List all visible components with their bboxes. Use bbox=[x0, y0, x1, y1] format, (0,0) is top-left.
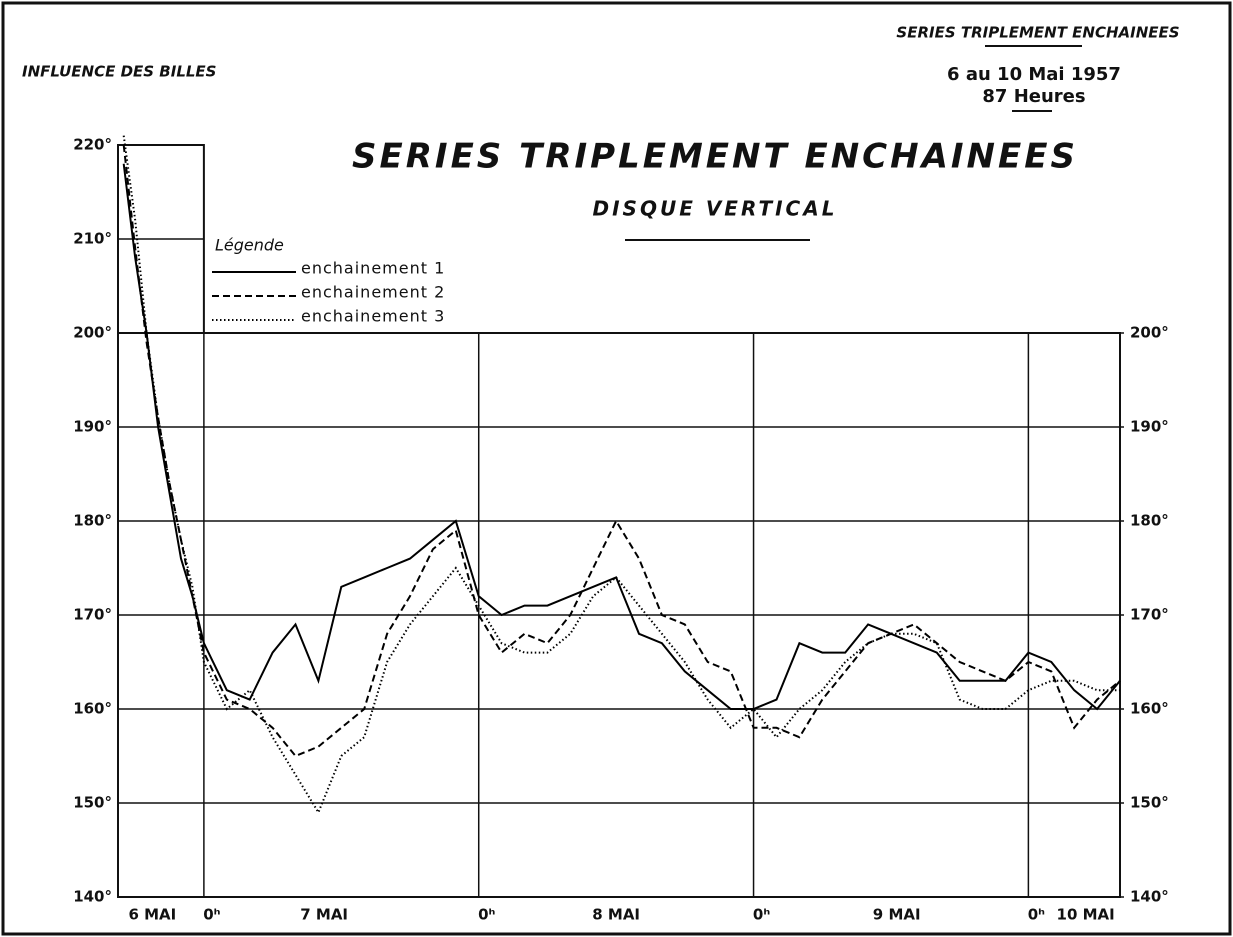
x-tick-label: 0ʰ bbox=[753, 906, 770, 924]
y2-tick-label: 150° bbox=[1130, 794, 1169, 812]
day-label: 10 MAI bbox=[1057, 906, 1115, 924]
day-label: 9 MAI bbox=[873, 906, 921, 924]
header-left: INFLUENCE DES BILLES bbox=[22, 63, 216, 81]
day-label: 7 MAI bbox=[300, 906, 348, 924]
y-tick-label: 220° bbox=[73, 136, 112, 154]
header-right-title: SERIES TRIPLEMENT ENCHAINEES bbox=[896, 24, 1179, 42]
legend-label: enchainement 1 bbox=[301, 259, 445, 278]
y-tick-label: 180° bbox=[73, 512, 112, 530]
x-tick-label: 0ʰ bbox=[1028, 906, 1045, 924]
y2-tick-label: 160° bbox=[1130, 700, 1169, 718]
x-tick-label: 0ʰ bbox=[203, 906, 220, 924]
y-tick-label: 150° bbox=[73, 794, 112, 812]
day-label: 6 MAI bbox=[128, 906, 176, 924]
y2-tick-label: 200° bbox=[1130, 324, 1169, 342]
y2-tick-label: 180° bbox=[1130, 512, 1169, 530]
header-right-duration: 87 Heures bbox=[982, 86, 1085, 107]
y-tick-label: 200° bbox=[73, 324, 112, 342]
x-tick-label: 0ʰ bbox=[478, 906, 495, 924]
chart-title: SERIES TRIPLEMENT ENCHAINEES bbox=[352, 137, 1078, 177]
header-right-date: 6 au 10 Mai 1957 bbox=[947, 64, 1121, 85]
y-tick-label: 140° bbox=[73, 888, 112, 906]
legend-label: enchainement 3 bbox=[301, 307, 445, 326]
chart-subtitle: DISQUE VERTICAL bbox=[593, 197, 838, 221]
series-line bbox=[122, 144, 1121, 758]
y-tick-label: 170° bbox=[73, 606, 112, 624]
y-tick-label: 160° bbox=[73, 700, 112, 718]
series-line bbox=[122, 135, 1120, 815]
legend-label: enchainement 2 bbox=[301, 283, 445, 302]
legend-title: Légende bbox=[215, 236, 284, 255]
y2-tick-label: 170° bbox=[1130, 606, 1169, 624]
day-label: 8 MAI bbox=[592, 906, 640, 924]
y-tick-label: 190° bbox=[73, 418, 112, 436]
y-tick-label: 210° bbox=[73, 230, 112, 248]
y2-tick-label: 190° bbox=[1130, 418, 1169, 436]
y2-tick-label: 140° bbox=[1130, 888, 1169, 906]
